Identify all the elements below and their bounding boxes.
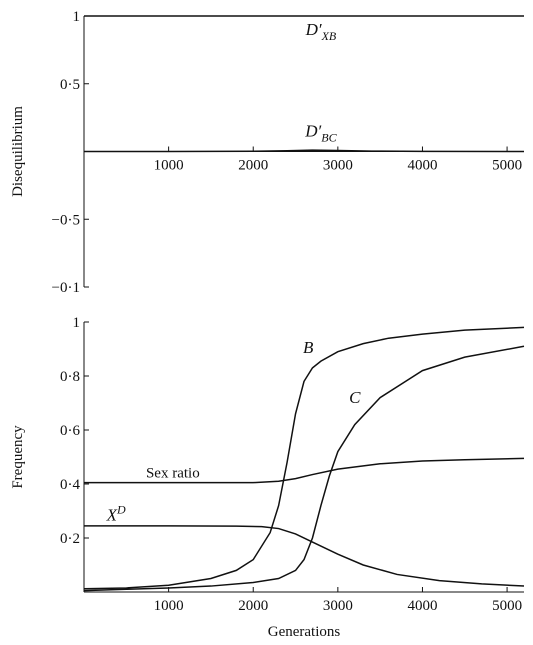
y-tick-label: 1 bbox=[73, 315, 81, 331]
series-label: D′BC bbox=[304, 122, 337, 145]
x-axis-title: Generations bbox=[268, 624, 341, 640]
y-axis-title: Frequency bbox=[10, 425, 26, 489]
x-tick-label: 1000 bbox=[154, 158, 184, 174]
x-tick-label: 3000 bbox=[323, 598, 353, 614]
series-line bbox=[83, 326, 525, 590]
y-tick-label: −0·5 bbox=[52, 212, 80, 228]
x-tick-label: 2000 bbox=[238, 598, 268, 614]
panel-top-disequilibrium: 1 0·5 −0·5 −0·1 1000 2000 3000 4000 5000 Disequil… bbox=[10, 9, 525, 296]
series-label: D′XB bbox=[305, 20, 337, 43]
series-label: Sex ratio bbox=[146, 465, 200, 481]
y-tick-label: 0·4 bbox=[60, 477, 80, 493]
panel-bottom-frequency: 1 0·8 0·6 0·4 0·2 1000 2000 3000 4000 5000 Frequen… bbox=[10, 315, 525, 640]
y-tick-label: −0·1 bbox=[52, 280, 80, 296]
x-tick-label: 2000 bbox=[238, 158, 268, 174]
series-label: XD bbox=[106, 502, 126, 524]
x-tick-label: 5000 bbox=[492, 598, 522, 614]
x-tick-label: 3000 bbox=[323, 158, 353, 174]
y-tick-label: 1 bbox=[73, 9, 81, 25]
series-line bbox=[84, 525, 525, 587]
y-tick-label: 0·8 bbox=[60, 369, 80, 385]
series-line bbox=[83, 345, 525, 592]
x-tick-label: 1000 bbox=[154, 598, 184, 614]
x-tick-label: 5000 bbox=[492, 158, 522, 174]
x-tick-label: 4000 bbox=[407, 158, 437, 174]
y-tick-label: 0·6 bbox=[60, 423, 80, 439]
y-axis-title: Disequilibrium bbox=[10, 106, 26, 197]
series-label: C bbox=[349, 388, 361, 407]
series-line bbox=[84, 149, 525, 153]
series-line bbox=[84, 457, 525, 484]
y-tick-label: 0·5 bbox=[60, 77, 80, 93]
x-tick-label: 4000 bbox=[407, 598, 437, 614]
series-label: B bbox=[303, 338, 314, 357]
y-tick-label: 0·2 bbox=[60, 531, 80, 547]
